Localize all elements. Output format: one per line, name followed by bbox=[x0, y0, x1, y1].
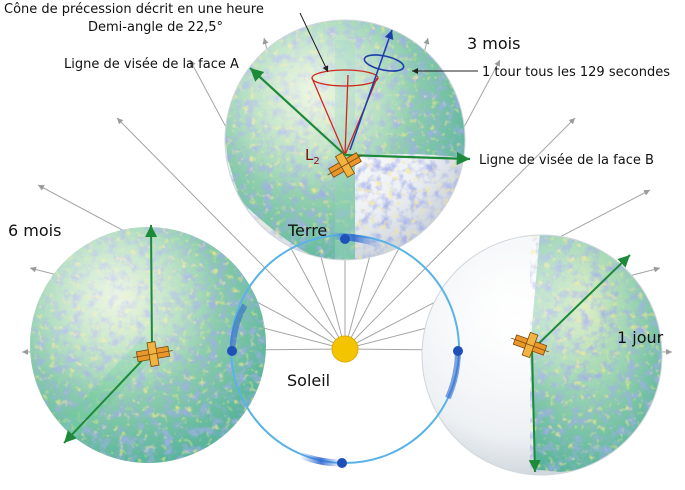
sight-line-a bbox=[249, 67, 346, 156]
sight-line-right-up bbox=[531, 254, 631, 351]
sight-line-left-up bbox=[145, 224, 158, 351]
spin-ring bbox=[363, 54, 405, 72]
sun bbox=[331, 335, 359, 363]
half-angle-label: Demi-angle de 22,5° bbox=[88, 20, 223, 35]
three-months-label: 3 mois bbox=[467, 34, 520, 53]
sight-line-b bbox=[344, 151, 471, 166]
earth-label: Terre bbox=[287, 221, 327, 240]
satellite-icon bbox=[327, 152, 363, 178]
earth-position-left bbox=[227, 346, 237, 356]
sight-line-left-down bbox=[63, 349, 153, 444]
orbit-blur-bottom bbox=[298, 451, 343, 467]
earth-position-right bbox=[453, 346, 463, 356]
six-months-label: 6 mois bbox=[8, 221, 61, 240]
cone-title-label: Cône de précession décrit en une heure bbox=[4, 2, 264, 17]
sight-line-a-label: Ligne de visée de la face A bbox=[64, 57, 239, 72]
earth-position-bottom bbox=[337, 458, 347, 468]
satellite-icon bbox=[133, 341, 173, 367]
precession-cone bbox=[311, 69, 379, 156]
sight-line-b-label: Ligne de visée de la face B bbox=[479, 153, 654, 168]
one-day-label: 1 jour bbox=[617, 328, 664, 347]
spin-axis-arrow bbox=[349, 29, 394, 151]
cone-label-leader bbox=[299, 12, 329, 73]
l2-letter: L bbox=[305, 146, 314, 164]
l2-label: L2 bbox=[305, 146, 320, 167]
earth-position-top bbox=[340, 234, 350, 244]
sun-label: Soleil bbox=[287, 371, 330, 390]
sight-line-right-down bbox=[528, 349, 541, 473]
orbit-blur-top bbox=[329, 232, 380, 248]
l2-index: 2 bbox=[313, 156, 319, 167]
one-turn-label: 1 tour tous les 129 secondes bbox=[482, 65, 670, 80]
satellite-icon bbox=[511, 331, 549, 359]
